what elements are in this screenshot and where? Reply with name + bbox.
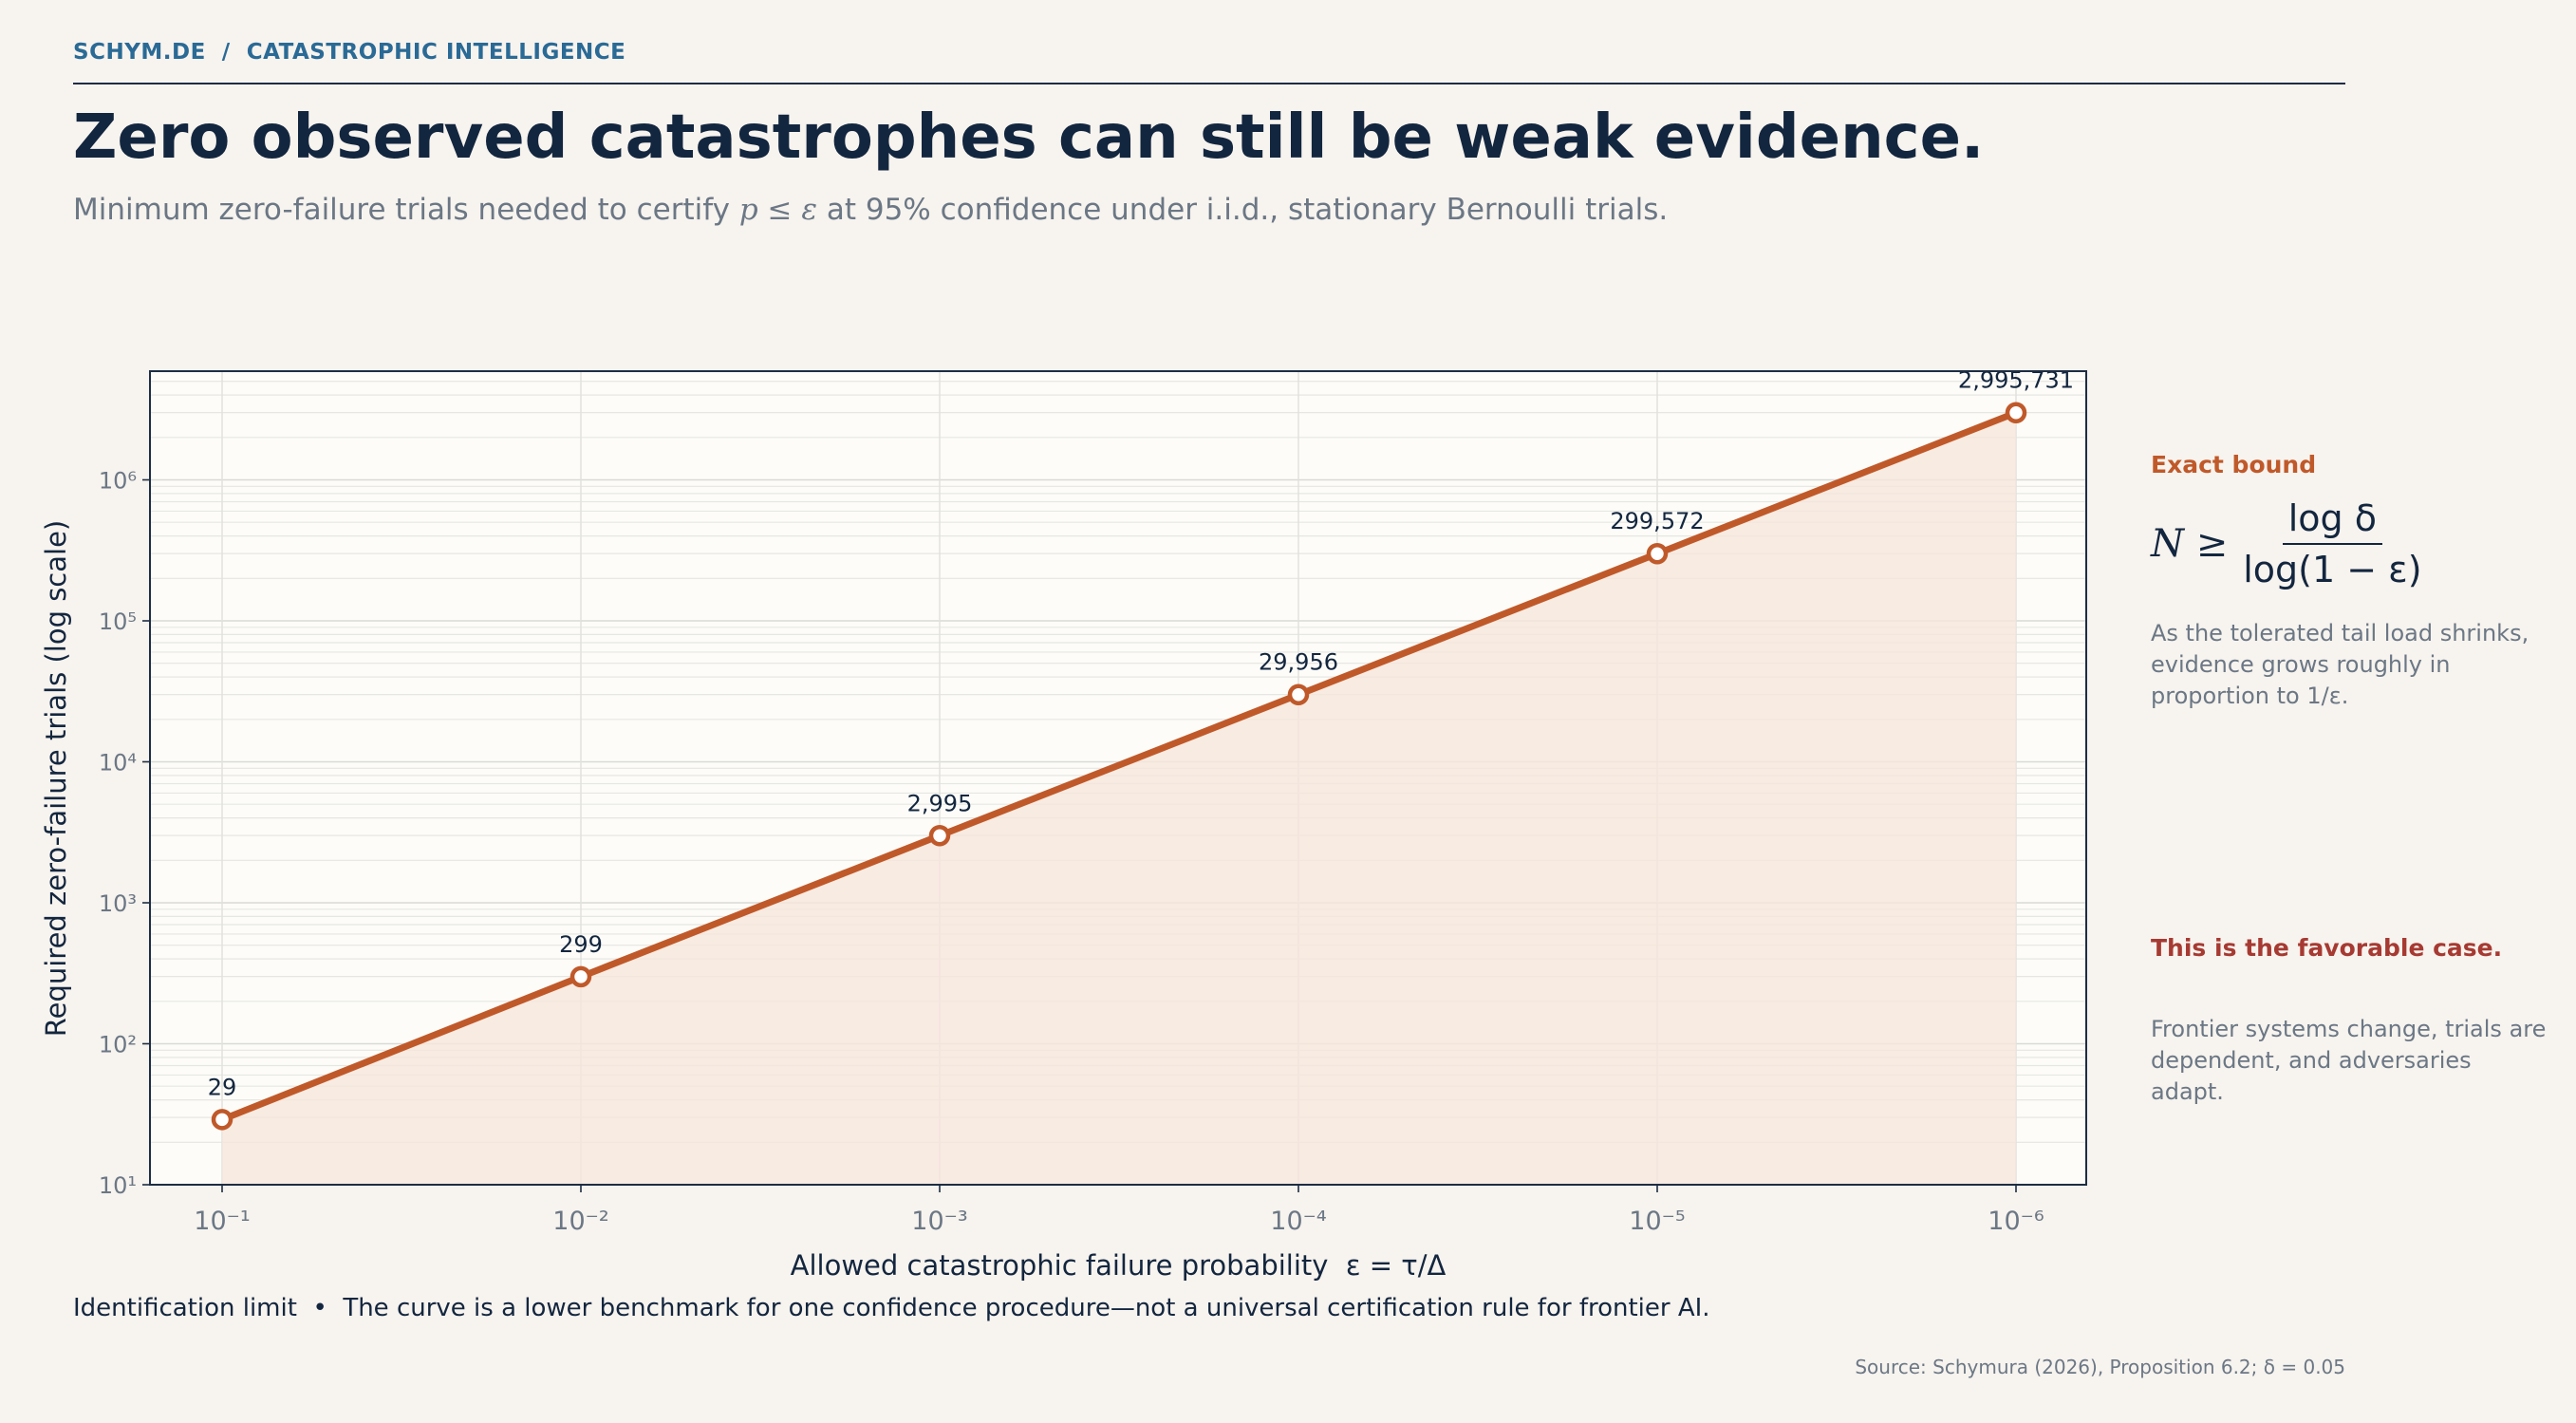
- data-point: [928, 825, 951, 847]
- formula-lhs: N ≥: [2151, 522, 2229, 566]
- data-label: 299,572: [1610, 508, 1704, 534]
- header-divider: [73, 83, 2345, 84]
- x-tick-label: 10⁻¹: [194, 1207, 250, 1236]
- x-axis-ticks: 10⁻¹ 10⁻² 10⁻³ 10⁻⁴ 10⁻⁵ 10⁻⁶: [194, 1185, 2044, 1236]
- subtitle-math: p ≤ ε: [738, 193, 817, 227]
- x-tick-label: 10⁻²: [552, 1207, 608, 1236]
- y-tick-label: 10⁶: [99, 468, 137, 495]
- exact-bound-text: As the tolerated tail load shrinks, evid…: [2151, 620, 2529, 709]
- exact-bound-formula: N ≥ log δ log(1 − ε): [2151, 497, 2428, 590]
- source-note: Source: Schymura (2026), Proposition 6.2…: [1855, 1356, 2345, 1378]
- data-label: 299: [559, 931, 603, 958]
- subtitle-pre: Minimum zero-failure trials needed to ce…: [73, 193, 739, 227]
- favorable-case-text: Frontier systems change, trials are depe…: [2151, 1016, 2547, 1105]
- breadcrumb: SCHYM.DE / CATASTROPHIC INTELLIGENCE: [73, 40, 626, 65]
- data-label: 29: [208, 1074, 237, 1100]
- series-area-fill: [222, 412, 2016, 1185]
- y-tick-label: 10¹: [99, 1172, 137, 1199]
- x-tick-label: 10⁻⁴: [1270, 1207, 1326, 1236]
- plot-frame: [149, 370, 2087, 1186]
- y-axis-label: Required zero-failure trials (log scale): [40, 520, 72, 1038]
- y-tick-label: 10⁴: [99, 750, 137, 777]
- formula-denominator: log(1 − ε): [2243, 549, 2422, 590]
- formula-numerator: log δ: [2282, 497, 2383, 545]
- x-tick-label: 10⁻⁵: [1629, 1207, 1685, 1236]
- series-points: [211, 402, 2027, 1131]
- data-point: [211, 1109, 233, 1131]
- identification-note: Identification limit • The curve is a lo…: [73, 1294, 1710, 1322]
- data-point: [2005, 402, 2027, 423]
- page-subtitle: Minimum zero-failure trials needed to ce…: [73, 193, 1668, 227]
- data-label: 29,956: [1259, 649, 1338, 676]
- page-title: Zero observed catastrophes can still be …: [73, 103, 1985, 173]
- y-axis-ticks: 10¹ 10² 10³ 10⁴ 10⁵ 10⁶: [99, 468, 150, 1199]
- data-point: [1287, 683, 1310, 705]
- exact-bound-title: Exact bound: [2151, 451, 2317, 478]
- data-point: [569, 965, 592, 988]
- data-point: [1646, 542, 1669, 565]
- x-tick-label: 10⁻³: [911, 1207, 967, 1236]
- data-label: 2,995: [907, 790, 973, 816]
- series-line: [220, 409, 2018, 1123]
- favorable-case-title: This is the favorable case.: [2151, 934, 2503, 962]
- formula-fraction: log δ log(1 − ε): [2237, 497, 2427, 590]
- y-tick-label: 10⁵: [99, 609, 137, 635]
- x-tick-label: 10⁻⁶: [1988, 1207, 2044, 1236]
- y-tick-label: 10³: [99, 890, 137, 917]
- subtitle-post: at 95% confidence under i.i.d., stationa…: [816, 193, 1669, 227]
- x-axis-label: Allowed catastrophic failure probability…: [791, 1249, 1447, 1282]
- y-tick-label: 10²: [99, 1032, 137, 1058]
